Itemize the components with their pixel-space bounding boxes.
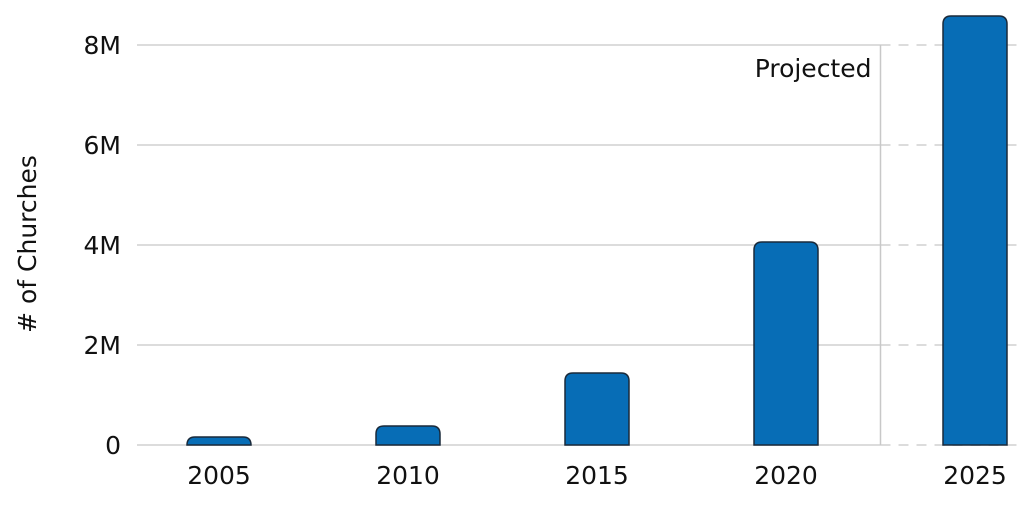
bar-2015: [564, 372, 630, 446]
y-tick-label: 4M: [84, 231, 121, 260]
x-tick-label: 2010: [376, 461, 440, 490]
y-axis-label: # of Churches: [13, 155, 42, 333]
y-tick-label: 6M: [84, 131, 121, 160]
x-tick-label: 2025: [943, 461, 1007, 490]
x-axis-ticks: 2005 2010 2015 2020 2025: [187, 461, 1007, 490]
bar-2020: [753, 241, 819, 446]
y-tick-label: 2M: [84, 331, 121, 360]
y-axis-ticks: 0 2M 4M 6M 8M: [84, 31, 121, 460]
x-tick-label: 2005: [187, 461, 251, 490]
y-tick-label: 8M: [84, 31, 121, 60]
y-tick-label: 0: [105, 431, 121, 460]
projected-annotation: Projected: [755, 54, 872, 83]
bar-2010: [375, 425, 441, 446]
x-tick-label: 2020: [754, 461, 818, 490]
bars: [186, 15, 1008, 446]
bar-2005: [186, 436, 252, 446]
bar-2025: [942, 15, 1008, 446]
x-tick-label: 2015: [565, 461, 629, 490]
